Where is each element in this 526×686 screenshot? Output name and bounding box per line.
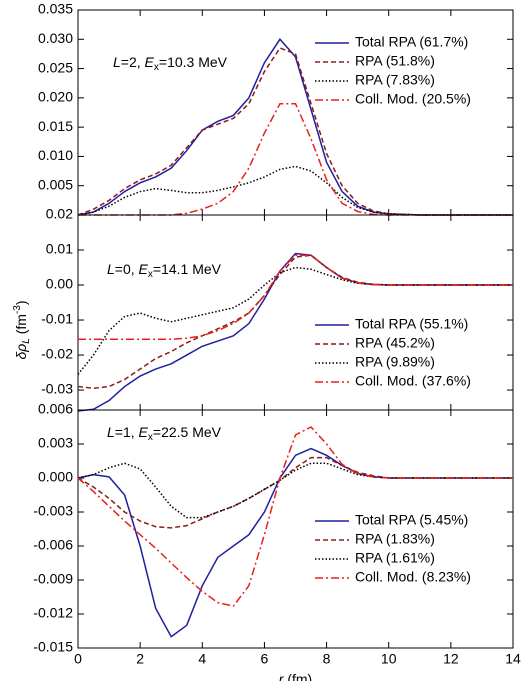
text-part: δρ — [13, 344, 29, 360]
y-tick-label: -0.02 — [41, 346, 73, 362]
text-part: x — [148, 432, 153, 443]
text-part: L — [107, 424, 115, 440]
rich-text: L=2, Ex=10.3 MeV — [113, 54, 228, 73]
series-line — [78, 102, 513, 216]
y-tick-label: 0.030 — [38, 30, 73, 46]
text-part: (fm) — [283, 671, 312, 681]
x-tick-label: 0 — [74, 651, 82, 667]
legend-label: Total RPA (55.1%) — [355, 316, 468, 332]
series-line — [77, 462, 513, 519]
text-part: x — [154, 62, 159, 73]
text-part: E — [145, 54, 155, 70]
text-part: =10.3 MeV — [159, 54, 228, 70]
legend-label: Coll. Mod. (37.6%) — [355, 373, 471, 389]
y-tick-label: -0.015 — [33, 639, 73, 655]
y-tick-label: 0.025 — [38, 59, 73, 75]
series-line — [77, 426, 513, 607]
text-part: -3 — [12, 305, 23, 314]
text-part: (fm — [13, 314, 29, 338]
legend-label: Total RPA (5.45%) — [355, 512, 468, 528]
x-tick-label: 4 — [198, 651, 206, 667]
y-tick-label: -0.012 — [33, 605, 73, 621]
y-tick-label: 0.005 — [38, 176, 73, 192]
text-part: r — [279, 671, 285, 681]
x-tick-label: 14 — [505, 651, 521, 667]
x-tick-label: 6 — [261, 651, 269, 667]
plot-frame — [77, 409, 514, 649]
legend-label: RPA (45.2%) — [355, 335, 435, 351]
legend-label: RPA (51.8%) — [355, 53, 435, 69]
legend-label: RPA (7.83%) — [355, 72, 435, 88]
x-tick-label: 2 — [136, 651, 144, 667]
text-part: ) — [13, 300, 29, 305]
rich-text: L=1, Ex=22.5 MeV — [107, 424, 222, 443]
legend-label: Total RPA (61.7%) — [355, 34, 468, 50]
y-tick-label: -0.006 — [33, 537, 73, 553]
y-tick-label: 0.000 — [38, 469, 73, 485]
text-part: =2, — [121, 54, 145, 70]
series-line — [77, 165, 513, 216]
rich-text: r (fm) — [279, 671, 312, 681]
y-tick-label: 0.003 — [38, 435, 73, 451]
series-line — [77, 447, 513, 638]
legend-label: RPA (9.89%) — [355, 354, 435, 370]
legend-label: Coll. Mod. (20.5%) — [355, 91, 471, 107]
y-tick-label: 0.020 — [38, 89, 73, 105]
series-line — [78, 254, 513, 341]
legend-label: RPA (1.61%) — [355, 550, 435, 566]
y-tick-label: 0.00 — [46, 276, 73, 292]
x-tick-label: 8 — [323, 651, 331, 667]
text-part: L — [113, 54, 121, 70]
text-part: E — [139, 261, 149, 277]
legend-label: Coll. Mod. (8.23%) — [355, 569, 471, 585]
text-part: L — [107, 261, 115, 277]
text-part: =0, — [115, 261, 139, 277]
rich-text: L=0, Ex=14.1 MeV — [107, 261, 222, 280]
x-tick-label: 10 — [381, 651, 397, 667]
y-tick-label: -0.009 — [33, 571, 73, 587]
rich-text: δρL (fm-3) — [12, 300, 32, 359]
text-part: =14.1 MeV — [153, 261, 222, 277]
y-tick-label: -0.003 — [33, 503, 73, 519]
y-tick-label: 0.015 — [38, 118, 73, 134]
text-part: L — [21, 338, 32, 344]
text-part: E — [139, 424, 149, 440]
y-tick-label: 0.006 — [38, 401, 73, 417]
y-tick-label: 0.010 — [38, 147, 73, 163]
text-part: x — [148, 269, 153, 280]
y-tick-label: 0.035 — [38, 1, 73, 17]
x-tick-label: 12 — [443, 651, 459, 667]
text-part: =22.5 MeV — [153, 424, 222, 440]
y-tick-label: 0.02 — [46, 206, 73, 222]
legend-label: RPA (1.83%) — [355, 531, 435, 547]
y-tick-label: -0.03 — [41, 381, 73, 397]
y-tick-label: -0.01 — [41, 311, 73, 327]
series-line — [77, 47, 513, 216]
y-tick-label: 0.01 — [46, 241, 73, 257]
text-part: =1, — [115, 424, 139, 440]
